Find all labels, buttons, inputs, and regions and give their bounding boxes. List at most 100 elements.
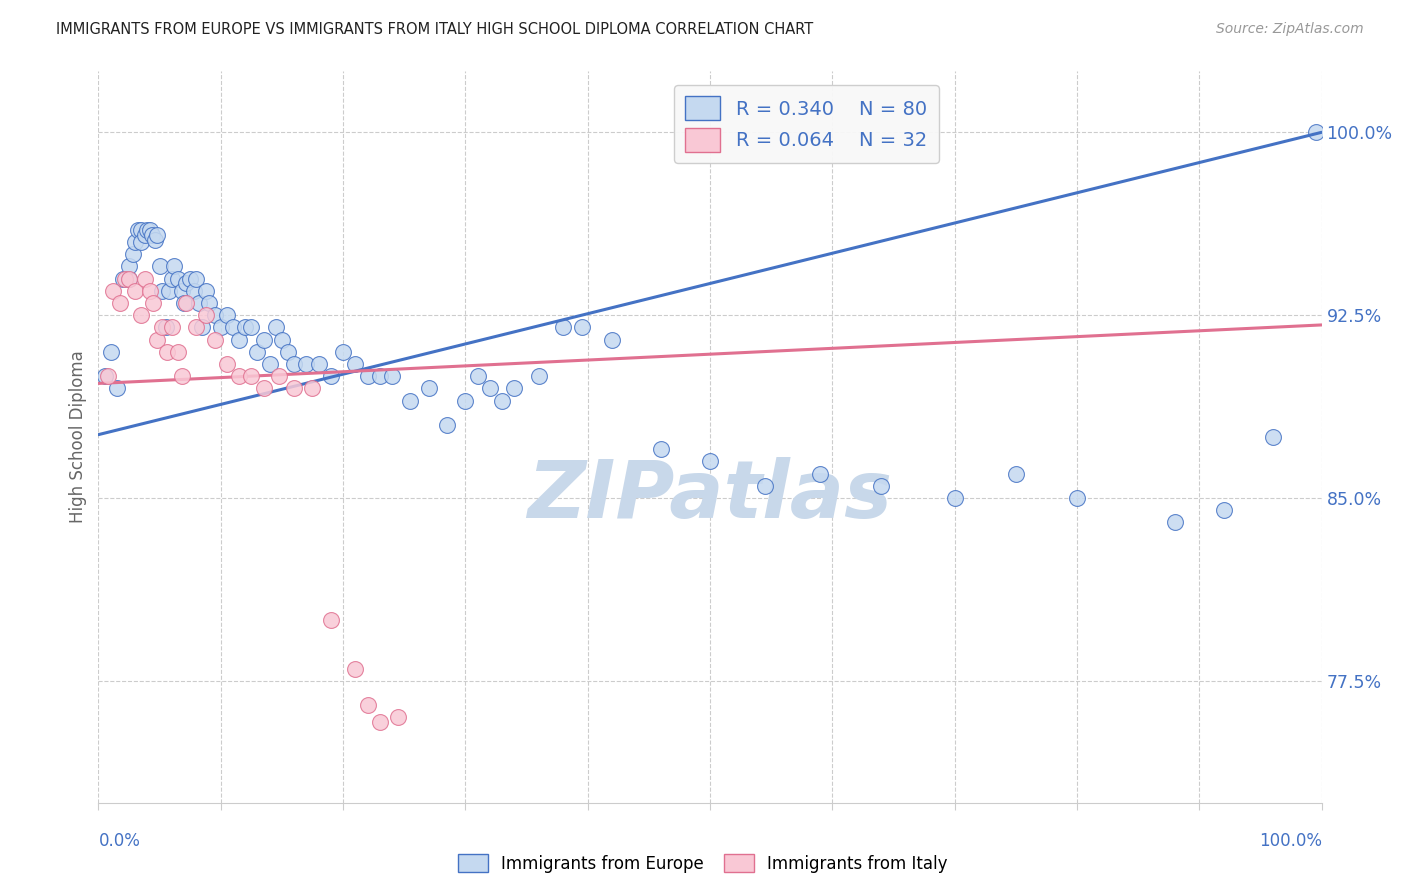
Point <box>553 320 575 334</box>
Point <box>127 223 149 237</box>
Point <box>139 284 162 298</box>
Point <box>283 357 305 371</box>
Text: ZIPatlas: ZIPatlas <box>527 457 893 534</box>
Point <box>176 277 198 291</box>
Point <box>197 296 219 310</box>
Point <box>233 320 256 334</box>
Point <box>1066 491 1088 505</box>
Point <box>136 223 159 237</box>
Point <box>283 381 305 395</box>
Point <box>1261 430 1284 444</box>
Point <box>141 227 163 242</box>
Point <box>319 369 342 384</box>
Point <box>105 381 128 395</box>
Point <box>118 260 141 274</box>
Point <box>252 333 274 347</box>
Point <box>110 296 132 310</box>
Point <box>295 357 318 371</box>
Point <box>215 357 238 371</box>
Point <box>204 333 226 347</box>
Point <box>150 284 173 298</box>
Legend: Immigrants from Europe, Immigrants from Italy: Immigrants from Europe, Immigrants from … <box>451 847 955 880</box>
Point <box>387 710 409 724</box>
Y-axis label: High School Diploma: High School Diploma <box>69 351 87 524</box>
Point <box>222 320 245 334</box>
Point <box>228 369 250 384</box>
Point <box>264 320 287 334</box>
Point <box>277 344 299 359</box>
Point <box>163 260 186 274</box>
Point <box>93 369 115 384</box>
Point <box>399 393 422 408</box>
Point <box>167 271 190 285</box>
Point <box>142 296 165 310</box>
Point <box>301 381 323 395</box>
Text: IMMIGRANTS FROM EUROPE VS IMMIGRANTS FROM ITALY HIGH SCHOOL DIPLOMA CORRELATION : IMMIGRANTS FROM EUROPE VS IMMIGRANTS FRO… <box>56 22 814 37</box>
Point <box>754 479 776 493</box>
Point <box>699 454 721 468</box>
Point <box>186 271 208 285</box>
Point <box>146 227 169 242</box>
Point <box>118 271 141 285</box>
Point <box>134 227 156 242</box>
Point <box>356 369 378 384</box>
Point <box>195 284 218 298</box>
Point <box>240 369 263 384</box>
Point <box>368 369 391 384</box>
Point <box>600 333 623 347</box>
Point <box>146 333 169 347</box>
Point <box>129 308 152 322</box>
Point <box>246 344 269 359</box>
Point <box>308 357 330 371</box>
Point <box>240 320 263 334</box>
Point <box>204 308 226 322</box>
Point <box>527 369 550 384</box>
Point <box>503 381 526 395</box>
Point <box>156 344 179 359</box>
Point <box>418 381 440 395</box>
Point <box>368 715 391 730</box>
Point <box>100 344 122 359</box>
Point <box>183 284 205 298</box>
Point <box>356 698 378 713</box>
Point <box>173 296 195 310</box>
Point <box>1212 503 1234 517</box>
Point <box>191 320 214 334</box>
Point <box>160 320 183 334</box>
Point <box>436 417 458 432</box>
Point <box>270 333 294 347</box>
Point <box>870 479 893 493</box>
Text: Source: ZipAtlas.com: Source: ZipAtlas.com <box>1216 22 1364 37</box>
Point <box>114 271 136 285</box>
Point <box>97 369 120 384</box>
Point <box>1004 467 1026 481</box>
Point <box>101 284 124 298</box>
Point <box>179 271 201 285</box>
Legend: R = 0.340    N = 80, R = 0.064    N = 32: R = 0.340 N = 80, R = 0.064 N = 32 <box>673 85 939 163</box>
Point <box>571 320 593 334</box>
Point <box>381 369 404 384</box>
Point <box>478 381 501 395</box>
Point <box>129 223 152 237</box>
Point <box>187 296 209 310</box>
Point <box>269 369 291 384</box>
Point <box>454 393 477 408</box>
Point <box>228 333 250 347</box>
Point <box>118 271 141 285</box>
Point <box>124 235 146 249</box>
Point <box>157 284 180 298</box>
Point <box>332 344 354 359</box>
Point <box>155 320 177 334</box>
Point <box>134 271 156 285</box>
Point <box>170 284 193 298</box>
Text: 0.0%: 0.0% <box>98 832 141 850</box>
Point <box>167 344 190 359</box>
Text: 100.0%: 100.0% <box>1258 832 1322 850</box>
Point <box>111 271 134 285</box>
Point <box>650 442 672 457</box>
Point <box>209 320 232 334</box>
Point <box>344 357 367 371</box>
Point <box>149 260 172 274</box>
Point <box>143 233 166 247</box>
Point <box>176 296 198 310</box>
